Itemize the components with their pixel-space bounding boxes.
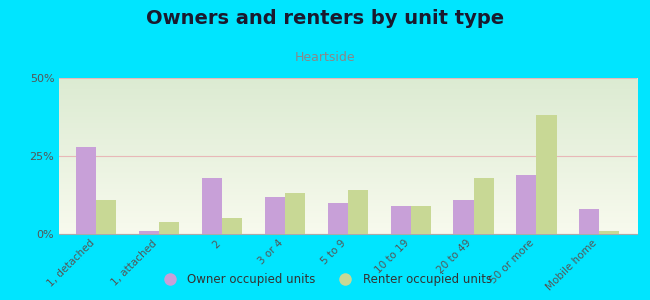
Bar (473, 178, 493, 234)
Bar (96, 200, 116, 234)
Bar (328, 203, 348, 234)
Bar (579, 209, 599, 234)
Bar (139, 231, 159, 234)
Text: Heartside: Heartside (294, 51, 356, 64)
Bar (76, 147, 96, 234)
Bar (536, 116, 556, 234)
Bar (391, 206, 411, 234)
Bar (516, 175, 536, 234)
Text: Owners and renters by unit type: Owners and renters by unit type (146, 9, 504, 28)
Bar (222, 218, 242, 234)
Bar (202, 178, 222, 234)
Legend: Owner occupied units, Renter occupied units: Owner occupied units, Renter occupied un… (153, 269, 497, 291)
Bar (159, 221, 179, 234)
Bar (411, 206, 431, 234)
Bar (599, 231, 619, 234)
Bar (285, 194, 305, 234)
Bar (265, 196, 285, 234)
Bar (348, 190, 368, 234)
Bar (454, 200, 473, 234)
